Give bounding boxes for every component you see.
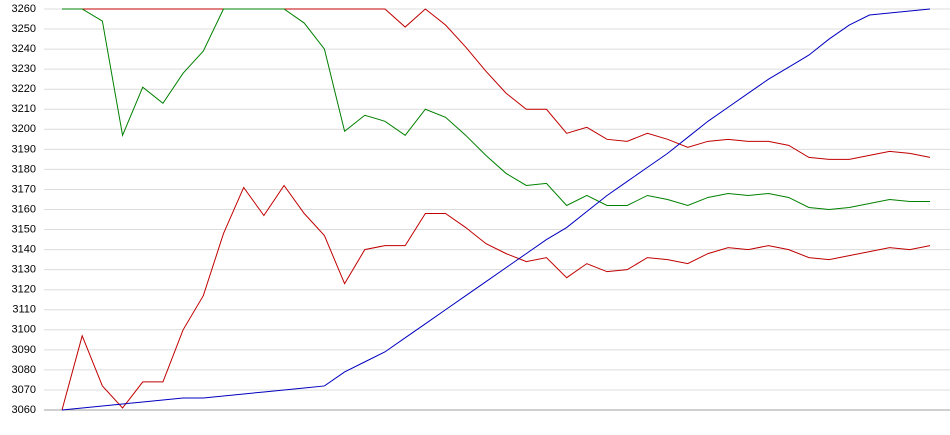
y-tick-label: 3220 bbox=[12, 83, 36, 95]
y-tick-label: 3190 bbox=[12, 143, 36, 155]
series-line bbox=[61, 8, 931, 411]
series-line bbox=[62, 8, 930, 211]
y-tick-label: 3080 bbox=[12, 364, 36, 376]
y-tick-label: 3240 bbox=[12, 43, 36, 55]
y-tick-label: 3150 bbox=[12, 223, 36, 235]
y-tick-label: 3130 bbox=[12, 264, 36, 276]
series-line bbox=[62, 8, 931, 160]
series-line bbox=[61, 184, 931, 411]
y-tick-label: 3180 bbox=[12, 163, 36, 175]
y-tick-label: 3210 bbox=[12, 103, 36, 115]
y-tick-label: 3200 bbox=[12, 123, 36, 135]
y-tick-label: 3230 bbox=[12, 63, 36, 75]
y-tick-label: 3090 bbox=[12, 344, 36, 356]
y-tick-label: 3110 bbox=[12, 304, 36, 316]
y-tick-label: 3260 bbox=[12, 3, 36, 15]
y-tick-label: 3060 bbox=[12, 404, 36, 416]
y-tick-label: 3120 bbox=[12, 284, 36, 296]
y-tick-label: 3100 bbox=[12, 324, 36, 336]
y-tick-label: 3070 bbox=[12, 384, 36, 396]
y-tick-label: 3140 bbox=[12, 244, 36, 256]
y-tick-label: 3160 bbox=[12, 203, 36, 215]
y-tick-label: 3250 bbox=[12, 23, 36, 35]
y-tick-label: 3170 bbox=[12, 183, 36, 195]
